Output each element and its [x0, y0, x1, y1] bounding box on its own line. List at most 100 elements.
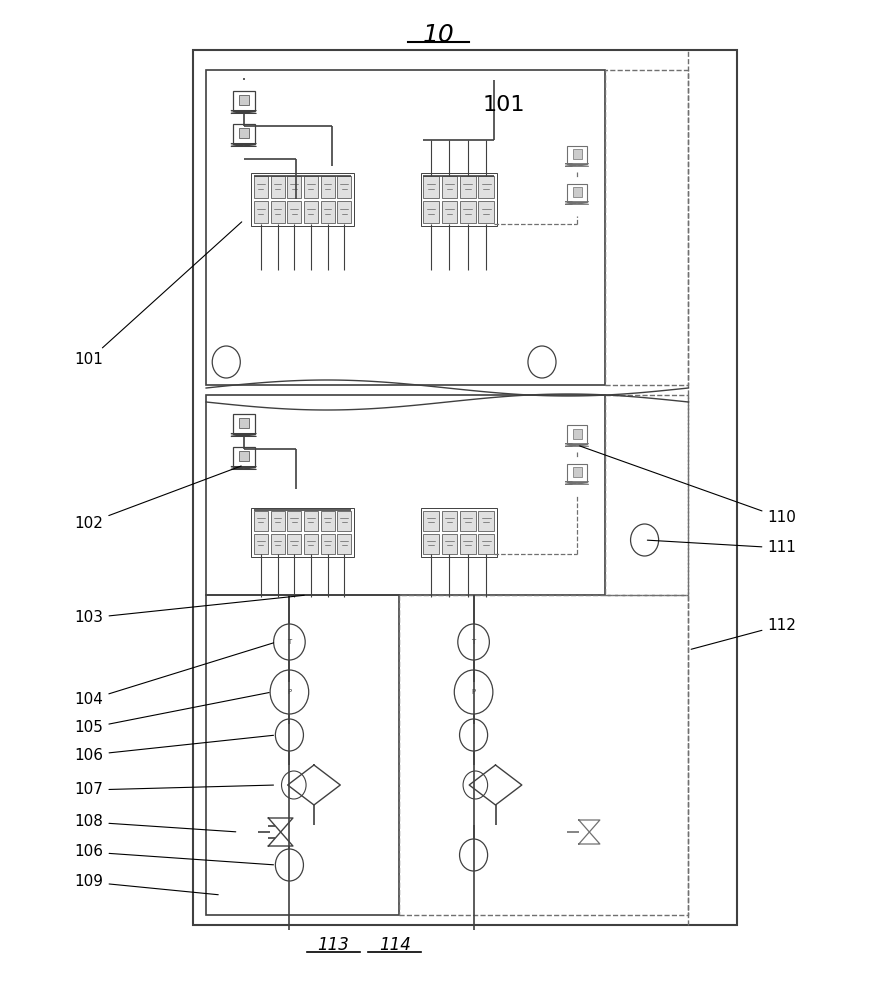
Bar	[321, 534, 335, 554]
Text: 106: 106	[75, 844, 274, 865]
Bar	[206, 395, 605, 595]
Bar	[303, 510, 318, 530]
Bar	[239, 418, 249, 428]
Bar	[442, 534, 458, 554]
Bar	[421, 173, 497, 226]
Bar	[303, 534, 318, 554]
Text: 113: 113	[317, 936, 349, 954]
Circle shape	[460, 719, 488, 751]
Bar	[421, 508, 497, 556]
Circle shape	[270, 670, 309, 714]
Bar	[254, 201, 268, 223]
Bar	[460, 510, 476, 530]
Bar	[232, 414, 255, 434]
Text: P: P	[288, 689, 291, 695]
Bar	[232, 447, 255, 467]
Text: 101: 101	[483, 95, 525, 115]
Circle shape	[528, 346, 556, 378]
Bar	[254, 534, 268, 554]
Bar	[479, 534, 495, 554]
Bar	[573, 467, 581, 477]
Circle shape	[454, 670, 493, 714]
Bar	[424, 176, 439, 198]
Bar	[254, 176, 268, 198]
Bar	[605, 70, 688, 385]
Text: 10: 10	[423, 23, 454, 47]
Text: T: T	[472, 639, 475, 645]
Bar	[239, 451, 249, 461]
Bar	[573, 149, 581, 159]
Bar	[239, 128, 249, 138]
Bar	[251, 173, 353, 226]
Circle shape	[458, 624, 489, 660]
Bar	[460, 176, 476, 198]
Circle shape	[275, 849, 303, 881]
Text: 111: 111	[647, 540, 796, 556]
Circle shape	[274, 624, 305, 660]
Bar	[287, 176, 302, 198]
Bar	[424, 510, 439, 530]
Bar	[424, 201, 439, 223]
Bar	[337, 176, 351, 198]
Bar	[321, 510, 335, 530]
Bar	[337, 201, 351, 223]
Bar	[573, 187, 581, 197]
Bar	[232, 91, 255, 111]
Bar	[303, 176, 318, 198]
Bar	[271, 176, 285, 198]
Bar	[251, 508, 353, 556]
Text: 106: 106	[75, 735, 274, 762]
Bar	[479, 201, 495, 223]
Bar	[567, 464, 588, 482]
Circle shape	[212, 346, 240, 378]
Bar	[337, 534, 351, 554]
Bar	[303, 201, 318, 223]
Bar	[567, 145, 588, 164]
Bar	[573, 429, 581, 438]
Bar	[321, 201, 335, 223]
Bar	[271, 534, 285, 554]
Text: P: P	[472, 689, 475, 695]
Bar	[271, 201, 285, 223]
Text: 110: 110	[580, 446, 796, 526]
Bar	[239, 95, 249, 105]
Text: 105: 105	[75, 693, 269, 736]
Text: 101: 101	[75, 222, 242, 367]
Text: 103: 103	[75, 595, 304, 626]
Bar	[479, 510, 495, 530]
Bar	[567, 425, 588, 444]
Bar	[206, 70, 605, 385]
Bar	[206, 595, 399, 915]
Bar	[479, 176, 495, 198]
Text: 108: 108	[75, 814, 236, 832]
Text: 112: 112	[691, 617, 796, 649]
Text: 102: 102	[75, 466, 241, 530]
Bar	[460, 201, 476, 223]
Bar	[442, 201, 458, 223]
Bar	[399, 595, 688, 915]
Bar	[567, 184, 588, 202]
Circle shape	[460, 839, 488, 871]
Circle shape	[282, 771, 306, 799]
Bar	[232, 124, 255, 144]
Bar	[442, 176, 458, 198]
Bar	[321, 176, 335, 198]
Text: 104: 104	[75, 643, 274, 708]
Bar	[337, 510, 351, 530]
Bar	[193, 50, 737, 925]
Bar	[424, 534, 439, 554]
Bar	[271, 510, 285, 530]
Bar	[442, 510, 458, 530]
Bar	[287, 510, 302, 530]
Bar	[605, 395, 688, 595]
Bar	[460, 534, 476, 554]
Text: T: T	[288, 639, 291, 645]
Text: 109: 109	[75, 874, 218, 895]
Bar	[287, 201, 302, 223]
Circle shape	[463, 771, 488, 799]
Circle shape	[631, 524, 659, 556]
Bar	[254, 510, 268, 530]
Bar	[287, 534, 302, 554]
Text: 114: 114	[379, 936, 410, 954]
Text: 107: 107	[75, 782, 274, 798]
